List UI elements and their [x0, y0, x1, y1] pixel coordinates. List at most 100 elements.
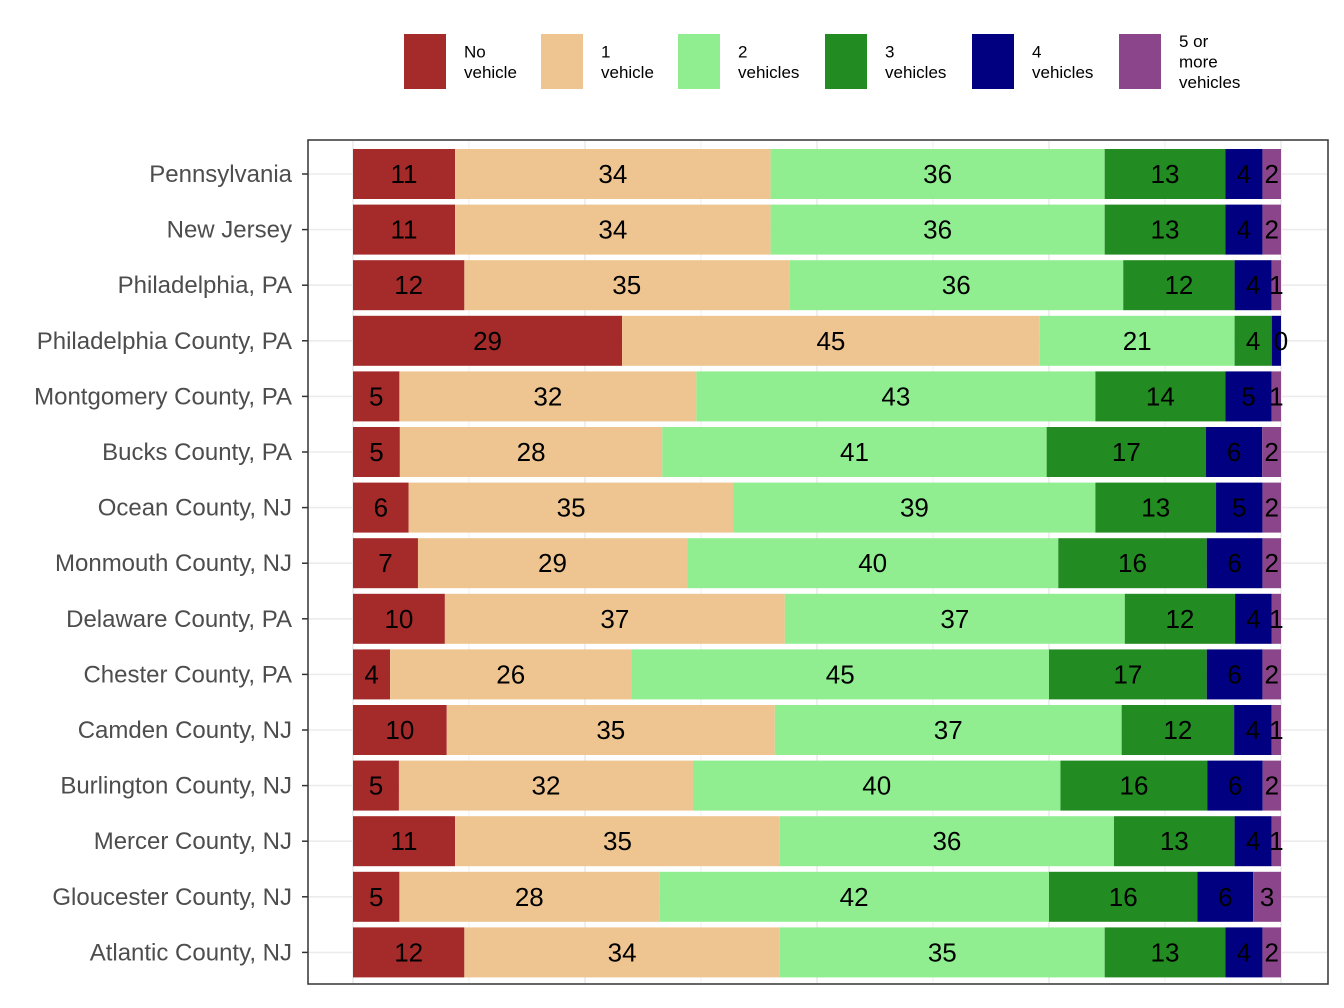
data-label: 2	[1264, 215, 1278, 245]
bar-segment	[779, 927, 1105, 978]
legend-swatch	[972, 34, 1014, 89]
data-label: 6	[1227, 659, 1241, 689]
y-tick-label: Camden County, NJ	[78, 717, 292, 744]
data-label: 16	[1118, 548, 1147, 578]
data-label: 2	[1264, 937, 1278, 967]
data-label: 35	[612, 270, 641, 300]
bar-segment	[1262, 649, 1281, 700]
data-label: 21	[1123, 326, 1152, 356]
data-label: 12	[1165, 604, 1194, 634]
data-label: 2	[1264, 548, 1278, 578]
bar-segment	[464, 927, 780, 978]
data-label: 7	[378, 548, 392, 578]
bar-segment	[353, 927, 465, 978]
bar-segment	[446, 705, 775, 755]
bar-segment	[1121, 705, 1235, 755]
data-label: 0	[1274, 326, 1288, 356]
data-label: 6	[1227, 437, 1241, 467]
data-label: 45	[826, 659, 855, 689]
data-label: 36	[923, 159, 952, 189]
bar-segment	[631, 649, 1049, 700]
data-label: 4	[1237, 937, 1251, 967]
bar-segment	[464, 260, 790, 311]
data-label: 12	[1163, 715, 1192, 745]
bar-segment	[1206, 427, 1263, 477]
y-tick-label: Burlington County, NJ	[60, 773, 292, 800]
y-tick-label: Gloucester County, NJ	[52, 884, 292, 911]
bar-segment	[353, 538, 418, 589]
bar-segment	[353, 593, 445, 644]
bar-segment	[1225, 371, 1272, 422]
bar-segment	[455, 204, 771, 255]
data-label: 2	[1264, 437, 1278, 467]
bar-segment	[1124, 593, 1236, 644]
legend: No vehicle 1 vehicle 2 vehicles 3 vehicles 4 vehi…	[404, 32, 1240, 92]
bar-segment	[733, 482, 1096, 533]
bar-segment	[1060, 760, 1208, 811]
data-label: 2	[1264, 659, 1278, 689]
data-label: 10	[384, 604, 413, 634]
bar-segment	[1104, 204, 1226, 255]
data-label: 1	[1269, 604, 1283, 634]
data-label: 17	[1112, 437, 1141, 467]
data-label: 6	[1227, 548, 1241, 578]
data-label: 3	[1260, 882, 1274, 912]
bar-segment	[1262, 204, 1281, 255]
bar-segment	[1049, 649, 1207, 700]
plot-panel-border	[307, 139, 1329, 985]
data-label: 13	[1141, 493, 1170, 523]
bar-segment	[399, 871, 660, 922]
data-label: 34	[608, 937, 637, 967]
data-label: 36	[942, 270, 971, 300]
bar-segment	[390, 649, 632, 700]
bar-segment	[692, 760, 1061, 811]
data-label: 12	[394, 270, 423, 300]
bar-segment	[622, 315, 1040, 366]
data-label: 35	[596, 715, 625, 745]
bar-segment	[1235, 593, 1272, 644]
data-label: 5	[369, 437, 383, 467]
bar-segment	[455, 816, 780, 867]
bar-segment	[662, 427, 1047, 477]
legend-swatch	[541, 34, 583, 89]
data-label: 34	[598, 215, 627, 245]
bar-segment	[1039, 315, 1235, 366]
y-tick-label: Philadelphia County, PA	[37, 328, 292, 355]
legend-label: vehicles	[1032, 63, 1093, 82]
bar-segment	[696, 371, 1096, 422]
bar-segment	[1262, 482, 1281, 533]
bar-segment	[1225, 204, 1263, 255]
bar-segment	[784, 593, 1125, 644]
bar-segment	[1095, 482, 1217, 533]
bar-segment	[353, 260, 465, 311]
data-label: 4	[1246, 270, 1260, 300]
legend-label: vehicle	[601, 63, 654, 82]
data-label: 4	[1237, 159, 1251, 189]
bar-segment	[789, 260, 1124, 311]
data-label: 13	[1151, 215, 1180, 245]
data-label: 4	[1246, 604, 1260, 634]
data-label: 4	[1237, 215, 1251, 245]
bar-segment	[1262, 927, 1281, 978]
data-label: 29	[473, 326, 502, 356]
y-tick-label: New Jersey	[167, 217, 292, 244]
legend-label: 3	[885, 42, 894, 61]
bar-segment	[1123, 260, 1235, 311]
y-tick-label: Monmouth County, NJ	[55, 550, 292, 577]
y-tick-label: Ocean County, NJ	[98, 495, 292, 522]
data-label: 36	[923, 215, 952, 245]
bar-segment	[353, 816, 456, 867]
data-label: 4	[1246, 715, 1260, 745]
bar-segment	[399, 371, 697, 422]
bar-segment	[353, 705, 447, 755]
legend-swatch	[825, 34, 867, 89]
legend-label: 2	[738, 42, 747, 61]
y-tick-label: Philadelphia, PA	[118, 272, 292, 299]
bar-segment	[1262, 149, 1281, 199]
data-label: 37	[934, 715, 963, 745]
data-label: 42	[840, 882, 869, 912]
data-label: 32	[533, 381, 562, 411]
data-label: 5	[369, 771, 383, 801]
data-label: 16	[1120, 771, 1149, 801]
data-label: 12	[394, 937, 423, 967]
